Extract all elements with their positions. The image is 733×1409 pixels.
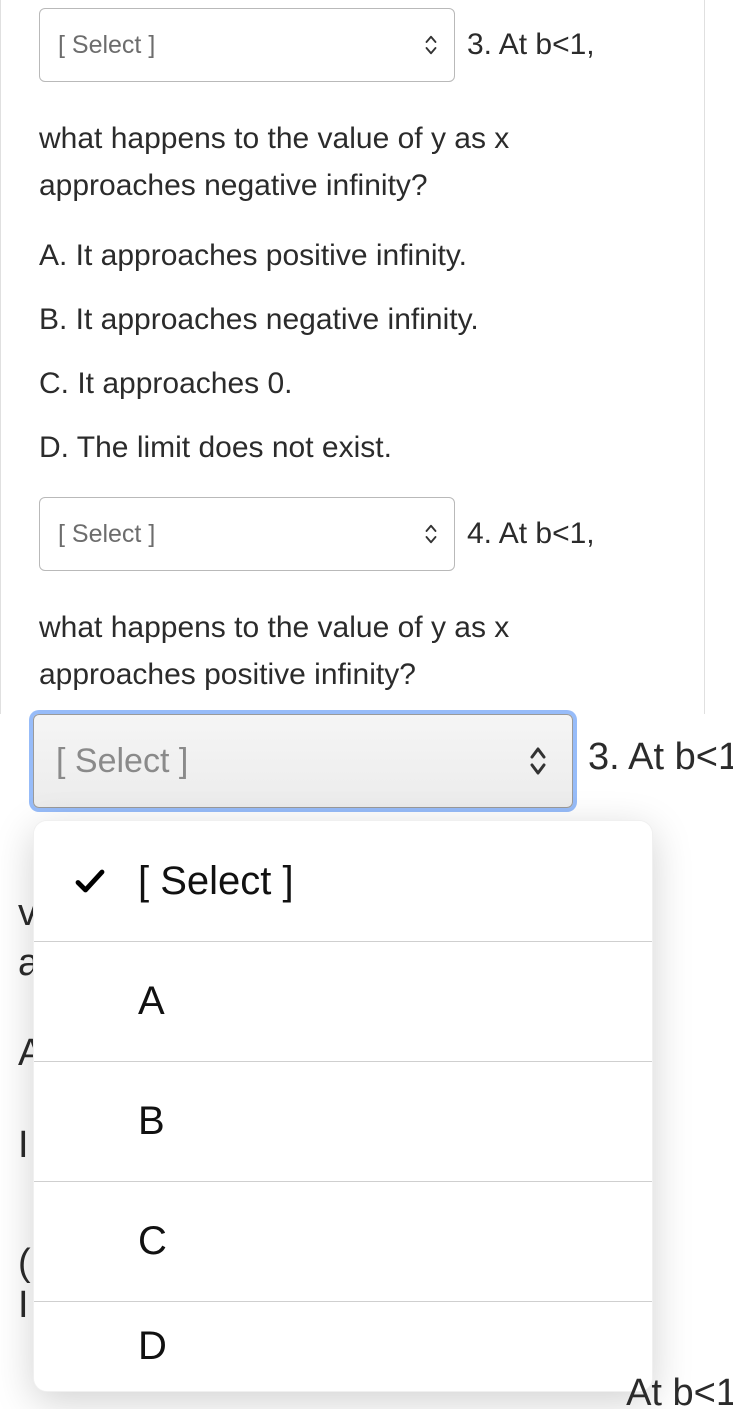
overlay-inline-label: 3. At b<1: [588, 736, 733, 779]
q3-option-d: D. The limit does not exist.: [39, 431, 666, 465]
bottom-frag-text: At b<1: [626, 1372, 733, 1409]
select-placeholder: [ Select ]: [56, 742, 188, 781]
q3-text: what happens to the value of y as x appr…: [39, 116, 666, 209]
frag-text: I: [18, 1124, 29, 1167]
question-card: [ Select ] 3. At b<1, what happens to th…: [0, 0, 705, 720]
q4-text: what happens to the value of y as x appr…: [39, 605, 666, 698]
frag-text: I: [18, 1284, 29, 1327]
select-placeholder: [ Select ]: [58, 31, 155, 60]
dropdown-option-b[interactable]: B: [34, 1061, 652, 1181]
dropdown-overlay: v a A I ( I [ Select ] 3. At b<1 [ Selec…: [0, 714, 733, 1409]
chevron-updown-icon: [526, 745, 550, 777]
dropdown-menu: [ Select ] A B C D: [33, 820, 653, 1392]
q4-inline-label: 4. At b<1,: [467, 517, 595, 551]
frag-text: (: [18, 1242, 31, 1285]
dropdown-option-c[interactable]: C: [34, 1181, 652, 1301]
chevron-updown-icon: [422, 522, 440, 546]
overlay-select[interactable]: [ Select ]: [33, 714, 573, 808]
dropdown-option-select[interactable]: [ Select ]: [34, 821, 652, 941]
dropdown-option-label: D: [138, 1324, 167, 1369]
check-icon: [72, 863, 108, 899]
dropdown-option-label: A: [138, 979, 165, 1024]
q3-option-a: A. It approaches positive infinity.: [39, 239, 666, 273]
q3-select[interactable]: [ Select ]: [39, 8, 455, 82]
q3-option-c: C. It approaches 0.: [39, 367, 666, 401]
dropdown-option-a[interactable]: A: [34, 941, 652, 1061]
chevron-updown-icon: [422, 33, 440, 57]
q3-inline-label: 3. At b<1,: [467, 28, 595, 62]
dropdown-option-label: C: [138, 1219, 167, 1264]
q3-option-b: B. It approaches negative infinity.: [39, 303, 666, 337]
q4-select[interactable]: [ Select ]: [39, 497, 455, 571]
dropdown-option-d[interactable]: D: [34, 1301, 652, 1391]
select-placeholder: [ Select ]: [58, 520, 155, 549]
dropdown-option-label: [ Select ]: [138, 859, 294, 904]
dropdown-option-label: B: [138, 1099, 165, 1144]
